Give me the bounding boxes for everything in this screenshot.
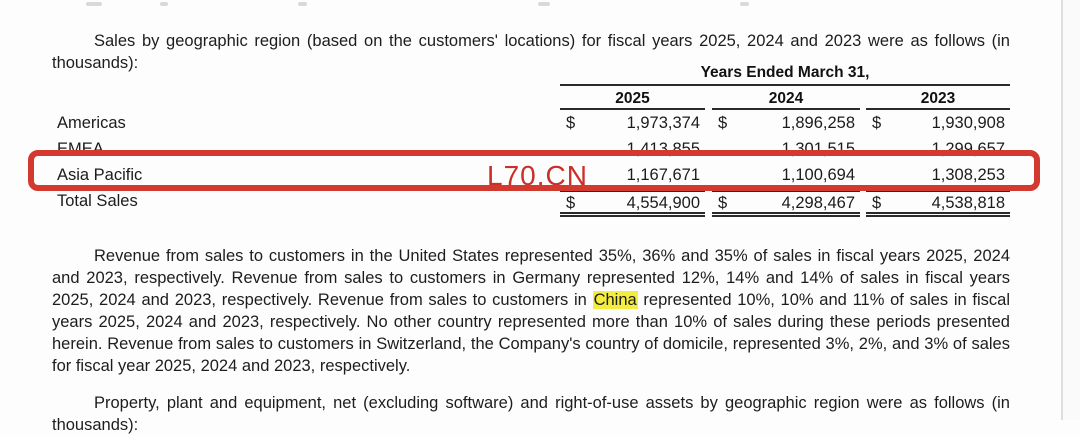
table-span-header: Years Ended March 31,	[560, 62, 1010, 86]
row-label: Americas	[57, 114, 126, 132]
revenue-paragraph: Revenue from sales to customers in the U…	[52, 245, 1010, 377]
amount: 1,973,374	[626, 114, 700, 132]
highlighted-term-china: China	[592, 290, 638, 309]
amount: 4,298,467	[781, 194, 855, 212]
page-edge-line	[1061, 0, 1063, 420]
document-page: { "intro_paragraph": "Sales by geographi…	[28, 0, 1080, 434]
value-cell: 1,299,657	[866, 138, 1010, 160]
value-cell: 1,308,253	[866, 164, 1010, 186]
amount: 1,308,253	[931, 166, 1005, 184]
amount: 4,538,818	[931, 194, 1005, 212]
currency-symbol: $	[566, 114, 576, 132]
revenue-text-after: represented 10%, 10% and 11% of sales in…	[52, 290, 1010, 375]
table-header-spacer	[52, 88, 560, 110]
currency-symbol: $	[872, 194, 882, 212]
currency-symbol: $	[872, 114, 882, 132]
amount: 4,554,900	[626, 194, 700, 212]
table-row-asia-pacific: Asia Pacific 1,167,671 1,100,694 1,308,2…	[52, 164, 1010, 186]
cutoff-text-remnant	[538, 2, 550, 6]
value-cell: $ 1,896,258	[712, 112, 860, 134]
value-cell: $ 1,973,374	[560, 112, 705, 134]
watermark-text: L70.CN	[487, 160, 588, 191]
value-cell: 1,413,855	[560, 138, 705, 160]
value-cell: 1,167,671	[560, 164, 705, 186]
amount: 1,413,855	[626, 140, 700, 158]
revenue-text-before: Revenue from sales to customers in the U…	[52, 246, 1010, 309]
currency-symbol: $	[566, 194, 576, 212]
table-row-americas: Americas $ 1,973,374 $ 1,896,258 $ 1,930…	[52, 112, 1010, 134]
value-cell: $ 4,554,900	[560, 190, 705, 217]
row-label: EMEA	[57, 140, 104, 158]
value-cell: 1,100,694	[712, 164, 860, 186]
amount: 1,167,671	[626, 166, 700, 184]
amount: 1,301,515	[781, 140, 855, 158]
amount: 1,100,694	[781, 166, 855, 184]
year-column-header-2024: 2024	[712, 88, 860, 110]
page-margin-strip	[1063, 0, 1080, 420]
cutoff-text-remnant	[86, 2, 102, 6]
sales-by-region-table: Years Ended March 31, 2025 2024 2023 Ame…	[52, 62, 1010, 228]
cutoff-text-remnant	[160, 2, 168, 6]
table-row-emea: EMEA 1,413,855 1,301,515 1,299,657	[52, 138, 1010, 160]
currency-symbol: $	[718, 114, 728, 132]
row-label: Asia Pacific	[57, 166, 143, 184]
cutoff-text-remnant	[298, 2, 307, 6]
currency-symbol: $	[718, 194, 728, 212]
table-row-total-sales: Total Sales $ 4,554,900 $ 4,298,467 $ 4,…	[52, 190, 1010, 217]
value-cell: $ 4,298,467	[712, 190, 860, 217]
year-column-header-2023: 2023	[866, 88, 1010, 110]
table-year-header-row: 2025 2024 2023	[52, 88, 1010, 110]
intro-paragraph: Sales by geographic region (based on the…	[52, 31, 1010, 72]
amount: 1,896,258	[781, 114, 855, 132]
value-cell: $ 1,930,908	[866, 112, 1010, 134]
cutoff-text-remnant	[740, 2, 749, 6]
value-cell: $ 4,538,818	[866, 190, 1010, 217]
amount: 1,930,908	[931, 114, 1005, 132]
value-cell: 1,301,515	[712, 138, 860, 160]
ppe-paragraph: Property, plant and equipment, net (excl…	[52, 393, 1010, 434]
row-label: Total Sales	[57, 192, 138, 210]
amount: 1,299,657	[931, 140, 1005, 158]
year-column-header-2025: 2025	[560, 88, 705, 110]
